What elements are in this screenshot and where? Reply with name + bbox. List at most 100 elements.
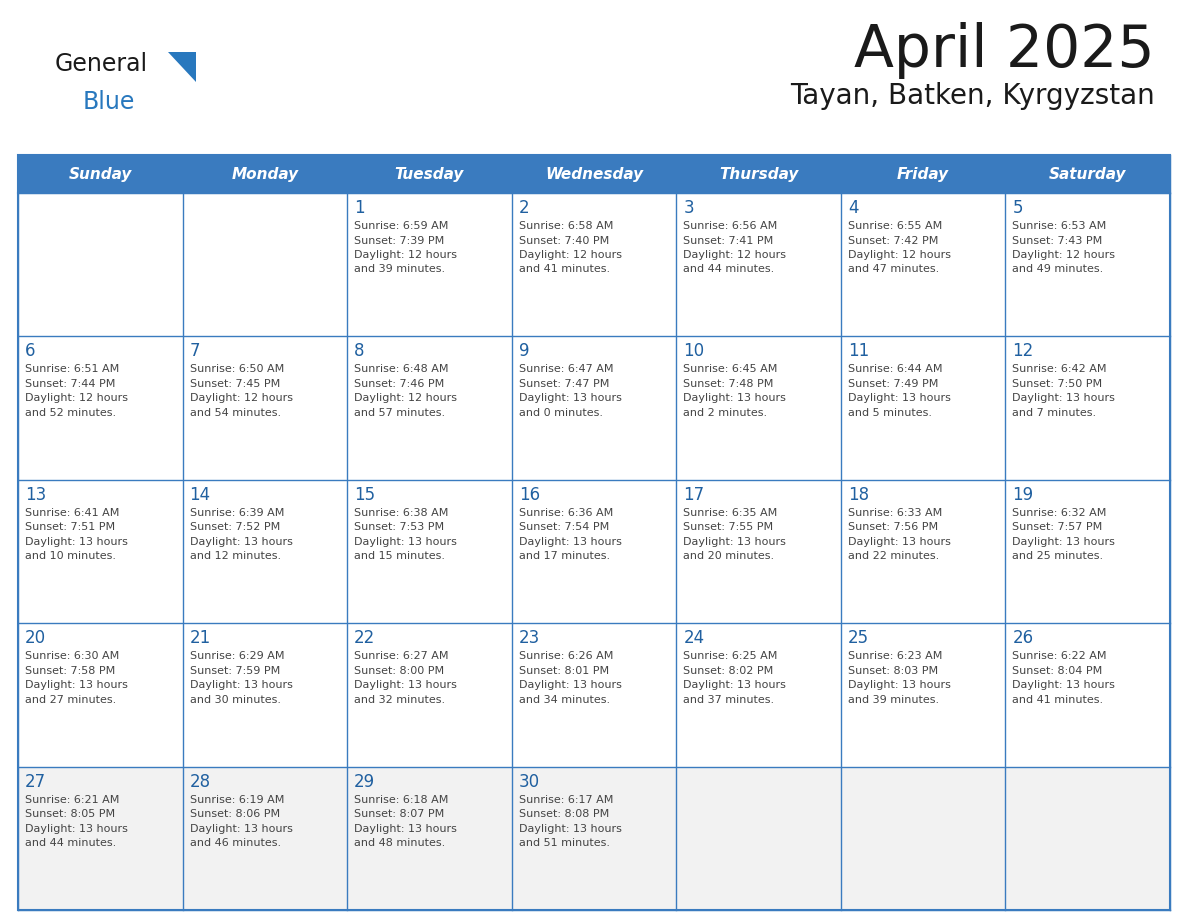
Text: Sunrise: 6:50 AM: Sunrise: 6:50 AM — [190, 364, 284, 375]
Text: Sunset: 7:55 PM: Sunset: 7:55 PM — [683, 522, 773, 532]
Text: Wednesday: Wednesday — [545, 166, 643, 182]
Text: Daylight: 12 hours: Daylight: 12 hours — [190, 394, 292, 403]
Text: 26: 26 — [1012, 629, 1034, 647]
Text: and 44 minutes.: and 44 minutes. — [683, 264, 775, 274]
Text: 21: 21 — [190, 629, 210, 647]
Text: and 51 minutes.: and 51 minutes. — [519, 838, 609, 848]
Text: Sunrise: 6:26 AM: Sunrise: 6:26 AM — [519, 651, 613, 661]
Text: and 46 minutes.: and 46 minutes. — [190, 838, 280, 848]
Text: 9: 9 — [519, 342, 529, 361]
Text: 3: 3 — [683, 199, 694, 217]
Text: Tuesday: Tuesday — [394, 166, 465, 182]
Text: Daylight: 13 hours: Daylight: 13 hours — [1012, 680, 1116, 690]
Bar — [18, 155, 1170, 910]
Text: Sunrise: 6:23 AM: Sunrise: 6:23 AM — [848, 651, 942, 661]
Text: Sunrise: 6:19 AM: Sunrise: 6:19 AM — [190, 795, 284, 804]
Text: Daylight: 13 hours: Daylight: 13 hours — [519, 680, 621, 690]
Text: Daylight: 13 hours: Daylight: 13 hours — [848, 537, 950, 547]
Text: Sunset: 7:53 PM: Sunset: 7:53 PM — [354, 522, 444, 532]
Text: and 0 minutes.: and 0 minutes. — [519, 408, 602, 418]
Text: and 52 minutes.: and 52 minutes. — [25, 408, 116, 418]
Text: and 2 minutes.: and 2 minutes. — [683, 408, 767, 418]
Text: Monday: Monday — [232, 166, 298, 182]
Text: Daylight: 13 hours: Daylight: 13 hours — [354, 823, 457, 834]
Text: and 37 minutes.: and 37 minutes. — [683, 695, 775, 705]
Text: Sunrise: 6:53 AM: Sunrise: 6:53 AM — [1012, 221, 1107, 231]
Text: and 41 minutes.: and 41 minutes. — [1012, 695, 1104, 705]
Text: Daylight: 13 hours: Daylight: 13 hours — [190, 823, 292, 834]
Text: Friday: Friday — [897, 166, 949, 182]
Text: and 47 minutes.: and 47 minutes. — [848, 264, 939, 274]
Text: Daylight: 12 hours: Daylight: 12 hours — [683, 250, 786, 260]
Text: Daylight: 13 hours: Daylight: 13 hours — [519, 823, 621, 834]
Text: Sunrise: 6:55 AM: Sunrise: 6:55 AM — [848, 221, 942, 231]
Text: 28: 28 — [190, 773, 210, 790]
Bar — [1005, 480, 1170, 623]
Text: Daylight: 13 hours: Daylight: 13 hours — [848, 394, 950, 403]
Text: Daylight: 13 hours: Daylight: 13 hours — [190, 537, 292, 547]
Text: Sunrise: 6:29 AM: Sunrise: 6:29 AM — [190, 651, 284, 661]
Text: Sunrise: 6:39 AM: Sunrise: 6:39 AM — [190, 508, 284, 518]
Text: Sunrise: 6:21 AM: Sunrise: 6:21 AM — [25, 795, 119, 804]
Text: Daylight: 12 hours: Daylight: 12 hours — [848, 250, 950, 260]
Text: Sunrise: 6:32 AM: Sunrise: 6:32 AM — [1012, 508, 1107, 518]
Text: 10: 10 — [683, 342, 704, 361]
Bar — [347, 336, 512, 480]
Text: Sunset: 7:56 PM: Sunset: 7:56 PM — [848, 522, 939, 532]
Text: 4: 4 — [848, 199, 859, 217]
Text: Sunrise: 6:22 AM: Sunrise: 6:22 AM — [1012, 651, 1107, 661]
Bar — [1005, 193, 1170, 336]
Bar — [512, 155, 676, 193]
Text: and 27 minutes.: and 27 minutes. — [25, 695, 116, 705]
Text: Sunset: 7:49 PM: Sunset: 7:49 PM — [848, 379, 939, 389]
Text: Thursday: Thursday — [719, 166, 798, 182]
Text: and 20 minutes.: and 20 minutes. — [683, 552, 775, 561]
Text: Sunset: 7:45 PM: Sunset: 7:45 PM — [190, 379, 280, 389]
Text: and 44 minutes.: and 44 minutes. — [25, 838, 116, 848]
Text: Daylight: 13 hours: Daylight: 13 hours — [25, 680, 128, 690]
Text: Sunset: 7:42 PM: Sunset: 7:42 PM — [848, 236, 939, 245]
Bar — [676, 767, 841, 910]
Text: 29: 29 — [354, 773, 375, 790]
Bar — [676, 155, 841, 193]
Text: Sunrise: 6:35 AM: Sunrise: 6:35 AM — [683, 508, 777, 518]
Text: Sunrise: 6:45 AM: Sunrise: 6:45 AM — [683, 364, 778, 375]
Text: 7: 7 — [190, 342, 200, 361]
Text: Daylight: 13 hours: Daylight: 13 hours — [683, 537, 786, 547]
Text: Sunrise: 6:18 AM: Sunrise: 6:18 AM — [354, 795, 449, 804]
Text: Daylight: 13 hours: Daylight: 13 hours — [519, 394, 621, 403]
Text: 20: 20 — [25, 629, 46, 647]
Text: 19: 19 — [1012, 486, 1034, 504]
Bar — [841, 767, 1005, 910]
Bar — [512, 193, 676, 336]
Text: Blue: Blue — [83, 90, 135, 114]
Text: 1: 1 — [354, 199, 365, 217]
Bar — [347, 480, 512, 623]
Text: and 17 minutes.: and 17 minutes. — [519, 552, 609, 561]
Text: Sunset: 8:00 PM: Sunset: 8:00 PM — [354, 666, 444, 676]
Text: Sunset: 7:50 PM: Sunset: 7:50 PM — [1012, 379, 1102, 389]
Text: Sunset: 7:47 PM: Sunset: 7:47 PM — [519, 379, 609, 389]
Text: 2: 2 — [519, 199, 530, 217]
Text: 22: 22 — [354, 629, 375, 647]
Text: Sunset: 7:48 PM: Sunset: 7:48 PM — [683, 379, 773, 389]
Text: Daylight: 13 hours: Daylight: 13 hours — [25, 537, 128, 547]
Text: Sunset: 8:08 PM: Sunset: 8:08 PM — [519, 809, 609, 819]
Bar — [841, 193, 1005, 336]
Text: Sunrise: 6:47 AM: Sunrise: 6:47 AM — [519, 364, 613, 375]
Bar — [18, 623, 183, 767]
Text: Sunrise: 6:48 AM: Sunrise: 6:48 AM — [354, 364, 449, 375]
Text: and 48 minutes.: and 48 minutes. — [354, 838, 446, 848]
Text: Sunrise: 6:59 AM: Sunrise: 6:59 AM — [354, 221, 449, 231]
Text: Sunrise: 6:42 AM: Sunrise: 6:42 AM — [1012, 364, 1107, 375]
Bar — [183, 193, 347, 336]
Bar — [183, 336, 347, 480]
Bar — [1005, 767, 1170, 910]
Text: General: General — [55, 52, 148, 76]
Bar — [347, 193, 512, 336]
Bar — [512, 767, 676, 910]
Bar — [18, 155, 183, 193]
Text: Sunset: 7:40 PM: Sunset: 7:40 PM — [519, 236, 609, 245]
Text: 15: 15 — [354, 486, 375, 504]
Polygon shape — [168, 52, 196, 82]
